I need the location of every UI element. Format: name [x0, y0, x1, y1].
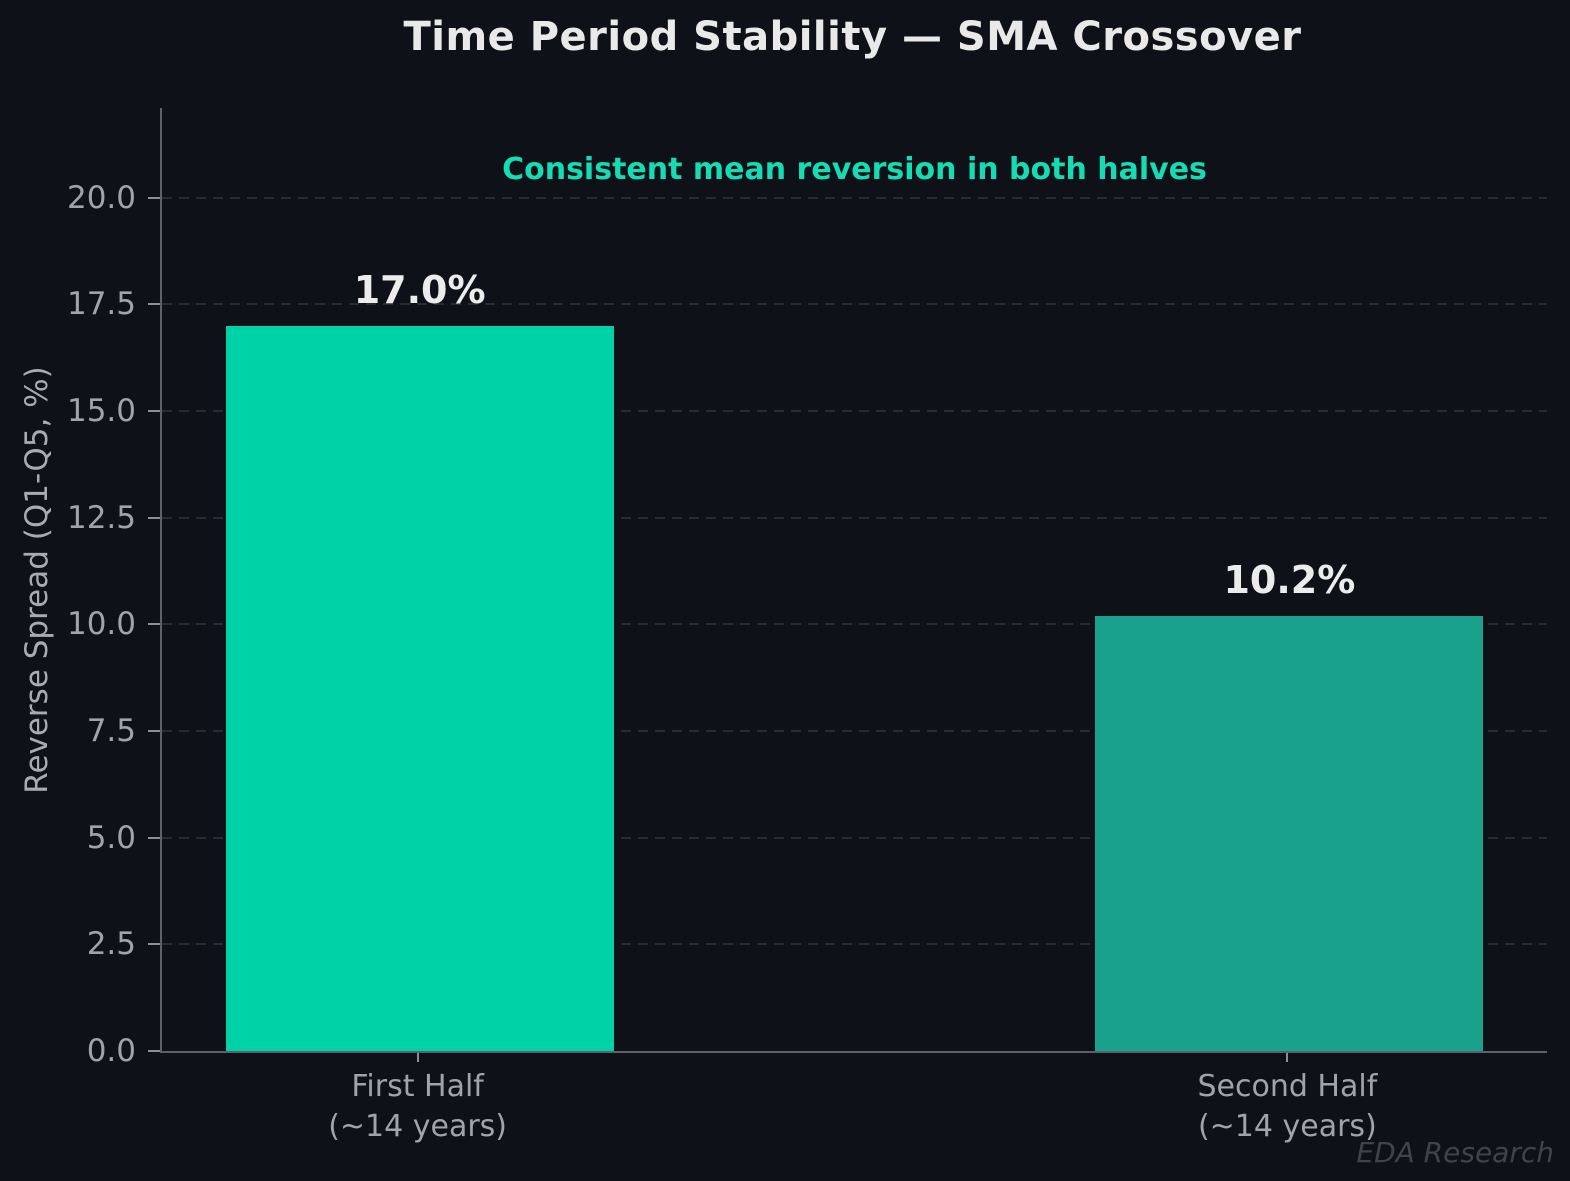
bar-first-half [225, 325, 614, 1051]
gridline-y-7.5 [162, 729, 1547, 732]
y-tick-label-7.5: 7.5 [86, 712, 136, 749]
y-tick-mark-20 [148, 196, 160, 199]
y-tick-mark-5 [148, 836, 160, 839]
gridline-y-2.5 [162, 943, 1547, 946]
gridline-y-15 [162, 409, 1547, 412]
y-tick-mark-17.5 [148, 303, 160, 306]
gridline-y-5 [162, 836, 1547, 839]
x-tick-mark-second-half [1286, 1053, 1289, 1062]
gridline-y-12.5 [162, 516, 1547, 519]
gridline-y-17.5 [162, 303, 1547, 306]
chart-title: Time Period Stability — SMA Crossover [403, 14, 1302, 60]
y-tick-label-12.5: 12.5 [66, 499, 136, 536]
y-tick-label-15: 15.0 [66, 392, 136, 429]
x-tick-label-first-half: First Half (~14 years) [328, 1069, 508, 1144]
y-tick-label-20: 20.0 [66, 179, 136, 216]
bar-second-half [1095, 615, 1484, 1051]
y-tick-mark-0 [148, 1050, 160, 1052]
y-tick-mark-10 [148, 623, 160, 626]
gridline-y-20 [162, 196, 1547, 199]
watermark: EDA Research [1356, 1136, 1554, 1169]
bar-value-label-second-half: 10.2% [1223, 557, 1356, 602]
y-tick-label-2.5: 2.5 [86, 926, 136, 963]
y-tick-mark-15 [148, 409, 160, 412]
y-tick-label-17.5: 17.5 [66, 286, 136, 323]
bar-value-label-first-half: 17.0% [353, 267, 486, 312]
gridline-y-10 [162, 623, 1547, 626]
y-tick-mark-12.5 [148, 516, 160, 519]
y-tick-mark-2.5 [148, 943, 160, 946]
x-tick-mark-first-half [416, 1053, 419, 1062]
y-tick-label-10: 10.0 [66, 606, 136, 643]
y-tick-label-0: 0.0 [86, 1033, 136, 1069]
plot-area: Consistent mean reversion in both halves… [160, 108, 1547, 1053]
y-tick-label-5: 5.0 [86, 819, 136, 856]
y-tick-mark-7.5 [148, 729, 160, 732]
chart-annotation: Consistent mean reversion in both halves [502, 152, 1207, 187]
x-tick-label-second-half: Second Half (~14 years) [1197, 1069, 1378, 1144]
